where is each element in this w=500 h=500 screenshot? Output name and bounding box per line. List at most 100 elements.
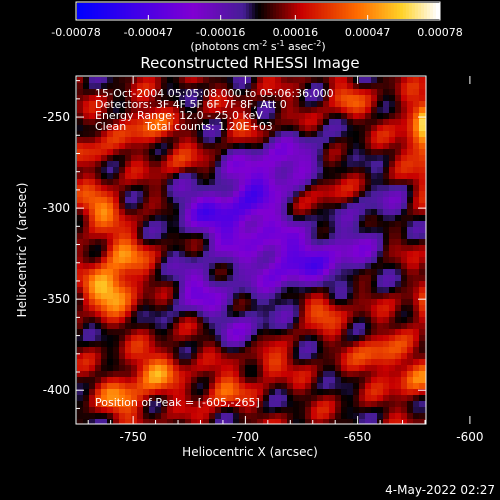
heatmap-cell [305,329,312,336]
heatmap-cell [251,191,258,198]
heatmap-cell [407,89,414,96]
heatmap-cell [311,365,318,372]
heatmap-cell [251,281,258,288]
heatmap-cell [245,215,252,222]
heatmap-cell [107,209,114,216]
heatmap-cell [131,137,138,144]
heatmap-cell [203,179,210,186]
heatmap-cell [347,413,354,420]
heatmap-cell [113,317,120,324]
heatmap-cell [215,113,222,120]
heatmap-cell [191,317,198,324]
colorbar-ticks: -0.00078 -0.00047 -0.00016 0.00016 0.00047 0.… [51,15,463,39]
heatmap-cell [413,245,420,252]
heatmap-cell [155,275,162,282]
heatmap-cell [389,233,396,240]
heatmap-cell [113,173,120,180]
heatmap-cell [179,197,186,204]
heatmap-cell [245,395,252,402]
heatmap-cell [161,197,168,204]
heatmap-cell [119,323,126,330]
heatmap-cell [191,251,198,258]
heatmap-cell [395,365,402,372]
heatmap-cell [347,293,354,300]
heatmap-cell [263,359,270,366]
heatmap-cell [377,347,384,354]
y-tick-label: -300 [43,201,70,215]
heatmap-cell [299,191,306,198]
heatmap-cell [167,221,174,228]
heatmap-cell [107,407,114,414]
heatmap-cell [257,185,264,192]
heatmap-cell [125,251,132,258]
heatmap-cell [383,251,390,258]
heatmap-cell [293,317,300,324]
heatmap-cell [359,377,366,384]
heatmap-cell [269,371,276,378]
heatmap-cell [281,317,288,324]
heatmap-cell [341,293,348,300]
colorbar-segment [336,3,341,19]
heatmap-cell [305,407,312,414]
heatmap-cell [257,359,264,366]
heatmap-cell [113,233,120,240]
heatmap-cell [371,167,378,174]
heatmap-cell [251,389,258,396]
heatmap-cell [413,197,420,204]
heatmap-cell [359,281,366,288]
heatmap-cell [203,149,210,156]
heatmap-cell [77,389,84,396]
heatmap-cell [341,287,348,294]
heatmap-cell [413,167,420,174]
colorbar-segment [92,3,96,19]
heatmap-cell [233,371,240,378]
heatmap-cell [347,341,354,348]
heatmap-cell [131,287,138,294]
heatmap-cell [167,107,174,114]
heatmap-cell [77,203,84,210]
heatmap-cell [359,353,366,360]
heatmap-cell [323,107,330,114]
heatmap-cell [125,335,132,342]
heatmap-cell [371,251,378,258]
heatmap-cell [395,371,402,378]
heatmap-cell [107,365,114,372]
heatmap-cell [77,323,84,330]
heatmap-cell [119,377,126,384]
heatmap-cell [281,401,288,408]
colorbar-segment [191,3,196,19]
heatmap-cell [413,101,420,108]
heatmap-cell [299,239,306,246]
heatmap-cell [239,113,246,120]
heatmap-cell [215,359,222,366]
heatmap-cell [347,203,354,210]
heatmap-cell [83,245,90,252]
heatmap-cell [233,203,240,210]
heatmap-cell [323,203,330,210]
heatmap-cell [341,119,348,126]
heatmap-cell [257,371,264,378]
heatmap-cell [323,263,330,270]
heatmap-cell [323,233,330,240]
heatmap-cell [185,179,192,186]
heatmap-cell [335,245,342,252]
heatmap-cell [305,335,312,342]
heatmap-cell [269,287,276,294]
heatmap-cell [401,323,408,330]
heatmap-cell [137,353,144,360]
heatmap-cell [413,95,420,102]
heatmap-cell [143,239,150,246]
heatmap-cell [383,149,390,156]
heatmap-cell [419,209,426,216]
heatmap-cell [173,197,180,204]
heatmap-cell [407,179,414,186]
heatmap-cell [119,293,126,300]
heatmap-cell [239,305,246,312]
heatmap-cell [215,413,222,420]
heatmap-cell [197,191,204,198]
heatmap-cell [281,365,288,372]
heatmap-cell [191,275,198,282]
colorbar-segment [218,3,223,19]
heatmap-cell [395,83,402,90]
heatmap-cell [383,245,390,252]
